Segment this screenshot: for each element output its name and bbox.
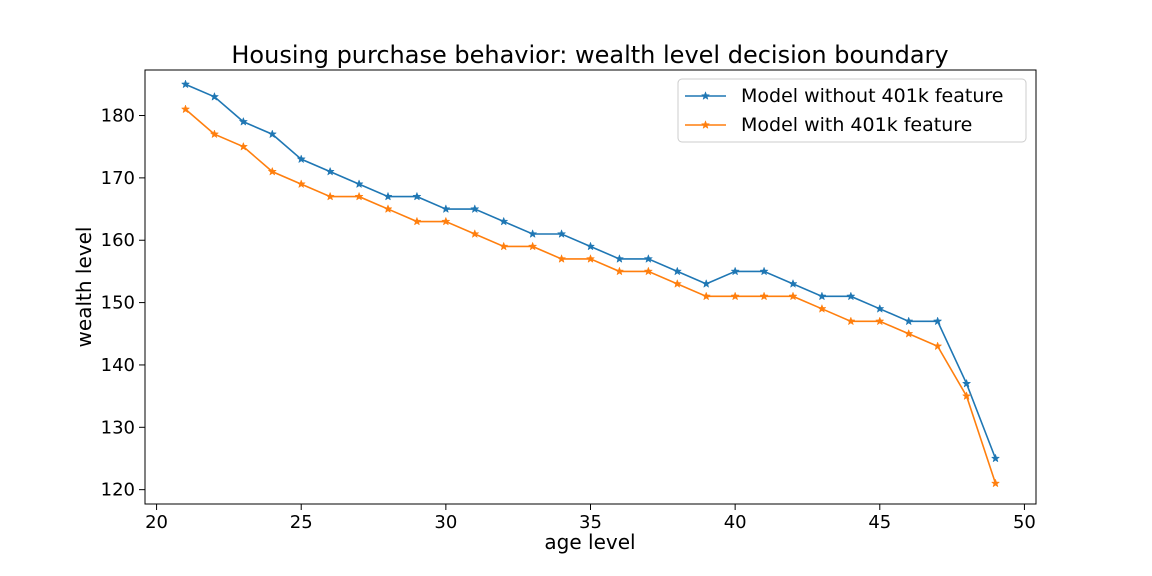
data-point bbox=[701, 291, 711, 301]
series-line-1 bbox=[184, 108, 997, 484]
data-point bbox=[441, 204, 451, 214]
y-tick-label: 160 bbox=[101, 230, 135, 251]
data-point bbox=[961, 391, 972, 401]
data-point bbox=[238, 116, 249, 126]
y-tick-label: 120 bbox=[101, 480, 135, 501]
data-point bbox=[441, 216, 451, 226]
x-tick-label: 25 bbox=[290, 512, 313, 533]
x-tick-label: 50 bbox=[1013, 512, 1036, 533]
data-point bbox=[354, 179, 364, 189]
data-point bbox=[180, 104, 191, 114]
data-point bbox=[585, 241, 596, 251]
data-point bbox=[209, 91, 220, 101]
x-axis-label: age level bbox=[544, 530, 635, 554]
data-point bbox=[325, 191, 335, 201]
data-point bbox=[961, 378, 972, 388]
y-tick-label: 140 bbox=[101, 355, 135, 376]
legend: Model without 401k feature Model with 40… bbox=[677, 78, 1027, 143]
data-point bbox=[730, 291, 740, 301]
data-point bbox=[527, 241, 538, 251]
data-point bbox=[499, 241, 509, 251]
data-point bbox=[412, 216, 422, 226]
x-tick-label: 30 bbox=[434, 512, 457, 533]
legend-label-without-401k: Model without 401k feature bbox=[741, 85, 1003, 107]
data-point bbox=[759, 291, 769, 301]
data-point bbox=[614, 266, 625, 276]
data-point bbox=[585, 254, 596, 263]
y-axis-label: wealth level bbox=[72, 227, 96, 348]
x-tick-label: 40 bbox=[724, 512, 747, 533]
data-point bbox=[990, 478, 1001, 488]
data-point bbox=[846, 291, 856, 301]
data-point bbox=[672, 266, 682, 276]
data-point bbox=[499, 216, 509, 226]
y-tick-label: 130 bbox=[101, 417, 135, 438]
data-point bbox=[614, 254, 625, 263]
chart-title: Housing purchase behavior: wealth level … bbox=[231, 41, 948, 69]
data-point bbox=[643, 266, 654, 276]
data-point bbox=[875, 303, 885, 313]
data-point bbox=[904, 328, 914, 338]
data-point bbox=[701, 278, 711, 288]
data-point bbox=[209, 129, 220, 139]
data-point bbox=[383, 204, 393, 214]
data-point bbox=[470, 229, 480, 238]
data-point bbox=[932, 316, 943, 326]
data-point bbox=[556, 229, 567, 238]
y-tick-label: 170 bbox=[101, 168, 135, 189]
data-point bbox=[875, 316, 885, 326]
data-point bbox=[932, 341, 943, 351]
data-point bbox=[846, 316, 856, 326]
y-tick-label: 180 bbox=[101, 106, 135, 127]
data-point bbox=[730, 266, 740, 276]
data-point bbox=[904, 316, 914, 326]
data-point bbox=[788, 278, 798, 288]
data-point bbox=[354, 191, 364, 201]
data-point bbox=[817, 291, 827, 301]
data-point bbox=[990, 453, 1001, 463]
legend-box bbox=[677, 78, 1027, 143]
data-point bbox=[267, 129, 277, 139]
data-point bbox=[412, 191, 422, 201]
data-point bbox=[383, 191, 393, 201]
data-point bbox=[296, 154, 306, 164]
x-tick-label: 45 bbox=[868, 512, 891, 533]
data-point bbox=[556, 254, 567, 263]
legend-marker-1 bbox=[700, 120, 711, 129]
data-point bbox=[296, 179, 306, 189]
legend-marker-0 bbox=[700, 91, 711, 100]
x-tick-label: 35 bbox=[579, 512, 602, 533]
data-point bbox=[788, 291, 798, 301]
legend-label-with-401k: Model with 401k feature bbox=[741, 114, 972, 136]
data-point bbox=[267, 166, 277, 176]
plot-area: 20 25 30 35 40 45 50 120 130 140 150 160 170 180 bbox=[101, 69, 1037, 533]
y-tick-label: 150 bbox=[101, 293, 135, 314]
data-point bbox=[238, 141, 249, 151]
data-point bbox=[672, 278, 682, 288]
data-point bbox=[325, 166, 335, 176]
data-point bbox=[643, 254, 654, 263]
data-point bbox=[470, 204, 480, 214]
data-point bbox=[180, 79, 191, 89]
data-point bbox=[759, 266, 769, 276]
x-tick-label: 20 bbox=[145, 512, 168, 533]
data-point bbox=[817, 303, 827, 313]
data-point bbox=[527, 229, 538, 238]
